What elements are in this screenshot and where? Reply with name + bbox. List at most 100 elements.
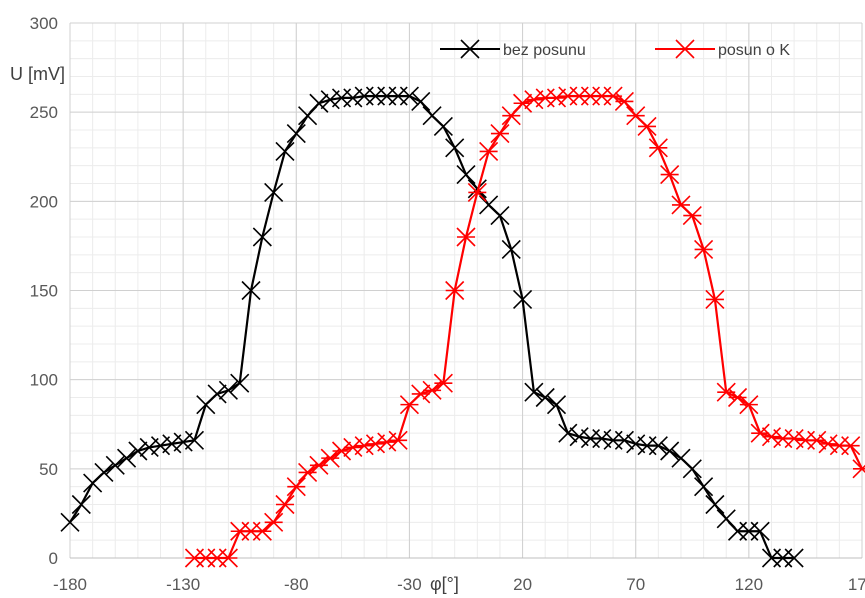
data-point-bez-posunu	[524, 382, 544, 402]
data-point-bez-posunu	[399, 86, 419, 106]
data-point-bez-posunu	[207, 384, 227, 404]
x-tick-label: 70	[626, 575, 645, 594]
data-point-bez-posunu	[546, 395, 567, 415]
data-point-bez-posunu	[716, 509, 736, 529]
data-point-bez-posunu	[456, 165, 476, 185]
data-point-posun-o-k	[750, 423, 770, 443]
data-point-bez-posunu	[309, 93, 329, 113]
data-point-posun-o-k	[739, 395, 759, 415]
data-point-bez-posunu	[184, 430, 205, 450]
y-tick-label: 0	[49, 549, 58, 568]
data-point-posun-o-k	[705, 289, 725, 309]
data-point-bez-posunu	[105, 455, 125, 475]
legend-marker-bez-posunu	[460, 39, 480, 59]
data-point-posun-o-k	[411, 384, 431, 404]
data-point-bez-posunu	[264, 182, 284, 202]
data-point-posun-o-k	[298, 462, 318, 482]
data-point-posun-o-k	[286, 477, 306, 497]
data-point-posun-o-k	[637, 116, 657, 136]
data-point-bez-posunu	[535, 387, 555, 408]
data-point-posun-o-k	[614, 91, 634, 112]
x-tick-label: -130	[166, 575, 200, 594]
x-tick-label: -80	[284, 575, 309, 594]
data-point-posun-o-k	[445, 280, 465, 301]
series-bez-posunu	[60, 86, 804, 568]
data-point-bez-posunu	[298, 106, 318, 126]
data-point-posun-o-k	[456, 227, 476, 247]
data-point-posun-o-k	[252, 521, 272, 541]
data-point-posun-o-k	[841, 436, 861, 456]
data-point-posun-o-k	[218, 548, 238, 568]
data-point-posun-o-k	[727, 387, 748, 408]
data-point-posun-o-k	[331, 441, 352, 461]
data-point-bez-posunu	[694, 477, 714, 497]
data-point-posun-o-k	[513, 93, 533, 113]
data-point-posun-o-k	[275, 494, 295, 515]
data-point-bez-posunu	[660, 441, 680, 461]
x-tick-label: 20	[513, 575, 532, 594]
data-point-bez-posunu	[750, 521, 770, 541]
data-point-posun-o-k	[309, 455, 329, 475]
y-tick-label: 100	[30, 371, 58, 390]
y-tick-label: 200	[30, 192, 58, 211]
data-point-posun-o-k	[694, 239, 714, 260]
y-tick-label: 50	[39, 460, 58, 479]
data-point-bez-posunu	[433, 116, 453, 136]
data-point-bez-posunu	[286, 124, 306, 144]
data-point-bez-posunu	[648, 436, 668, 456]
data-point-bez-posunu	[490, 206, 510, 226]
data-point-bez-posunu	[241, 280, 261, 301]
data-point-bez-posunu	[117, 448, 137, 468]
data-point-bez-posunu	[71, 494, 91, 515]
data-point-bez-posunu	[275, 141, 295, 161]
data-point-posun-o-k	[682, 206, 702, 226]
legend-marker-symbol	[460, 39, 480, 59]
y-axis-ticks: 0 50 100 150 200 250 300	[30, 14, 58, 568]
x-tick-label: -180	[53, 575, 87, 594]
data-point-posun-o-k	[501, 106, 521, 126]
data-point-bez-posunu	[60, 512, 80, 532]
x-tick-label: 120	[735, 575, 763, 594]
data-point-bez-posunu	[558, 423, 578, 443]
x-tick-label: 170	[848, 575, 865, 594]
data-point-posun-o-k	[422, 380, 442, 400]
legend-marker-symbol	[675, 39, 695, 59]
data-point-posun-o-k	[648, 138, 668, 158]
data-point-bez-posunu	[445, 138, 465, 158]
y-tick-label: 150	[30, 282, 58, 301]
data-point-posun-o-k	[660, 165, 680, 185]
data-point-posun-o-k	[490, 124, 510, 144]
y-axis-label: U [mV]	[10, 64, 65, 84]
x-tick-label: -30	[397, 575, 422, 594]
data-point-bez-posunu	[705, 494, 725, 515]
y-tick-label: 250	[30, 103, 58, 122]
data-point-bez-posunu	[513, 289, 533, 309]
data-point-bez-posunu	[218, 380, 238, 400]
data-point-posun-o-k	[320, 448, 340, 468]
series-layer	[60, 86, 865, 568]
legend: bez posunu posun o K	[440, 39, 790, 59]
legend-marker-posun-o-k	[675, 39, 695, 59]
data-point-posun-o-k	[479, 141, 499, 161]
data-point-bez-posunu	[501, 239, 521, 260]
series-posun-o-k	[184, 86, 865, 568]
data-point-posun-o-k	[388, 430, 408, 450]
data-point-bez-posunu	[784, 548, 804, 568]
data-point-posun-o-k	[807, 430, 827, 450]
data-point-posun-o-k	[264, 512, 284, 532]
data-point-bez-posunu	[614, 430, 634, 450]
data-point-posun-o-k	[852, 459, 865, 479]
x-axis-ticks: -180 -130 -80 -30 20 70 120 170	[53, 575, 865, 594]
legend-label-posun-o-k: posun o K	[718, 42, 790, 59]
data-point-bez-posunu	[252, 227, 272, 247]
data-point-bez-posunu	[94, 462, 114, 482]
x-axis-label: φ[°]	[430, 574, 459, 594]
data-point-bez-posunu	[128, 441, 148, 461]
data-point-bez-posunu	[411, 91, 431, 112]
data-point-posun-o-k	[433, 373, 453, 393]
legend-label-bez-posunu: bez posunu	[503, 42, 586, 59]
data-point-bez-posunu	[682, 459, 702, 479]
data-point-bez-posunu	[230, 373, 250, 393]
y-tick-label: 300	[30, 14, 58, 33]
